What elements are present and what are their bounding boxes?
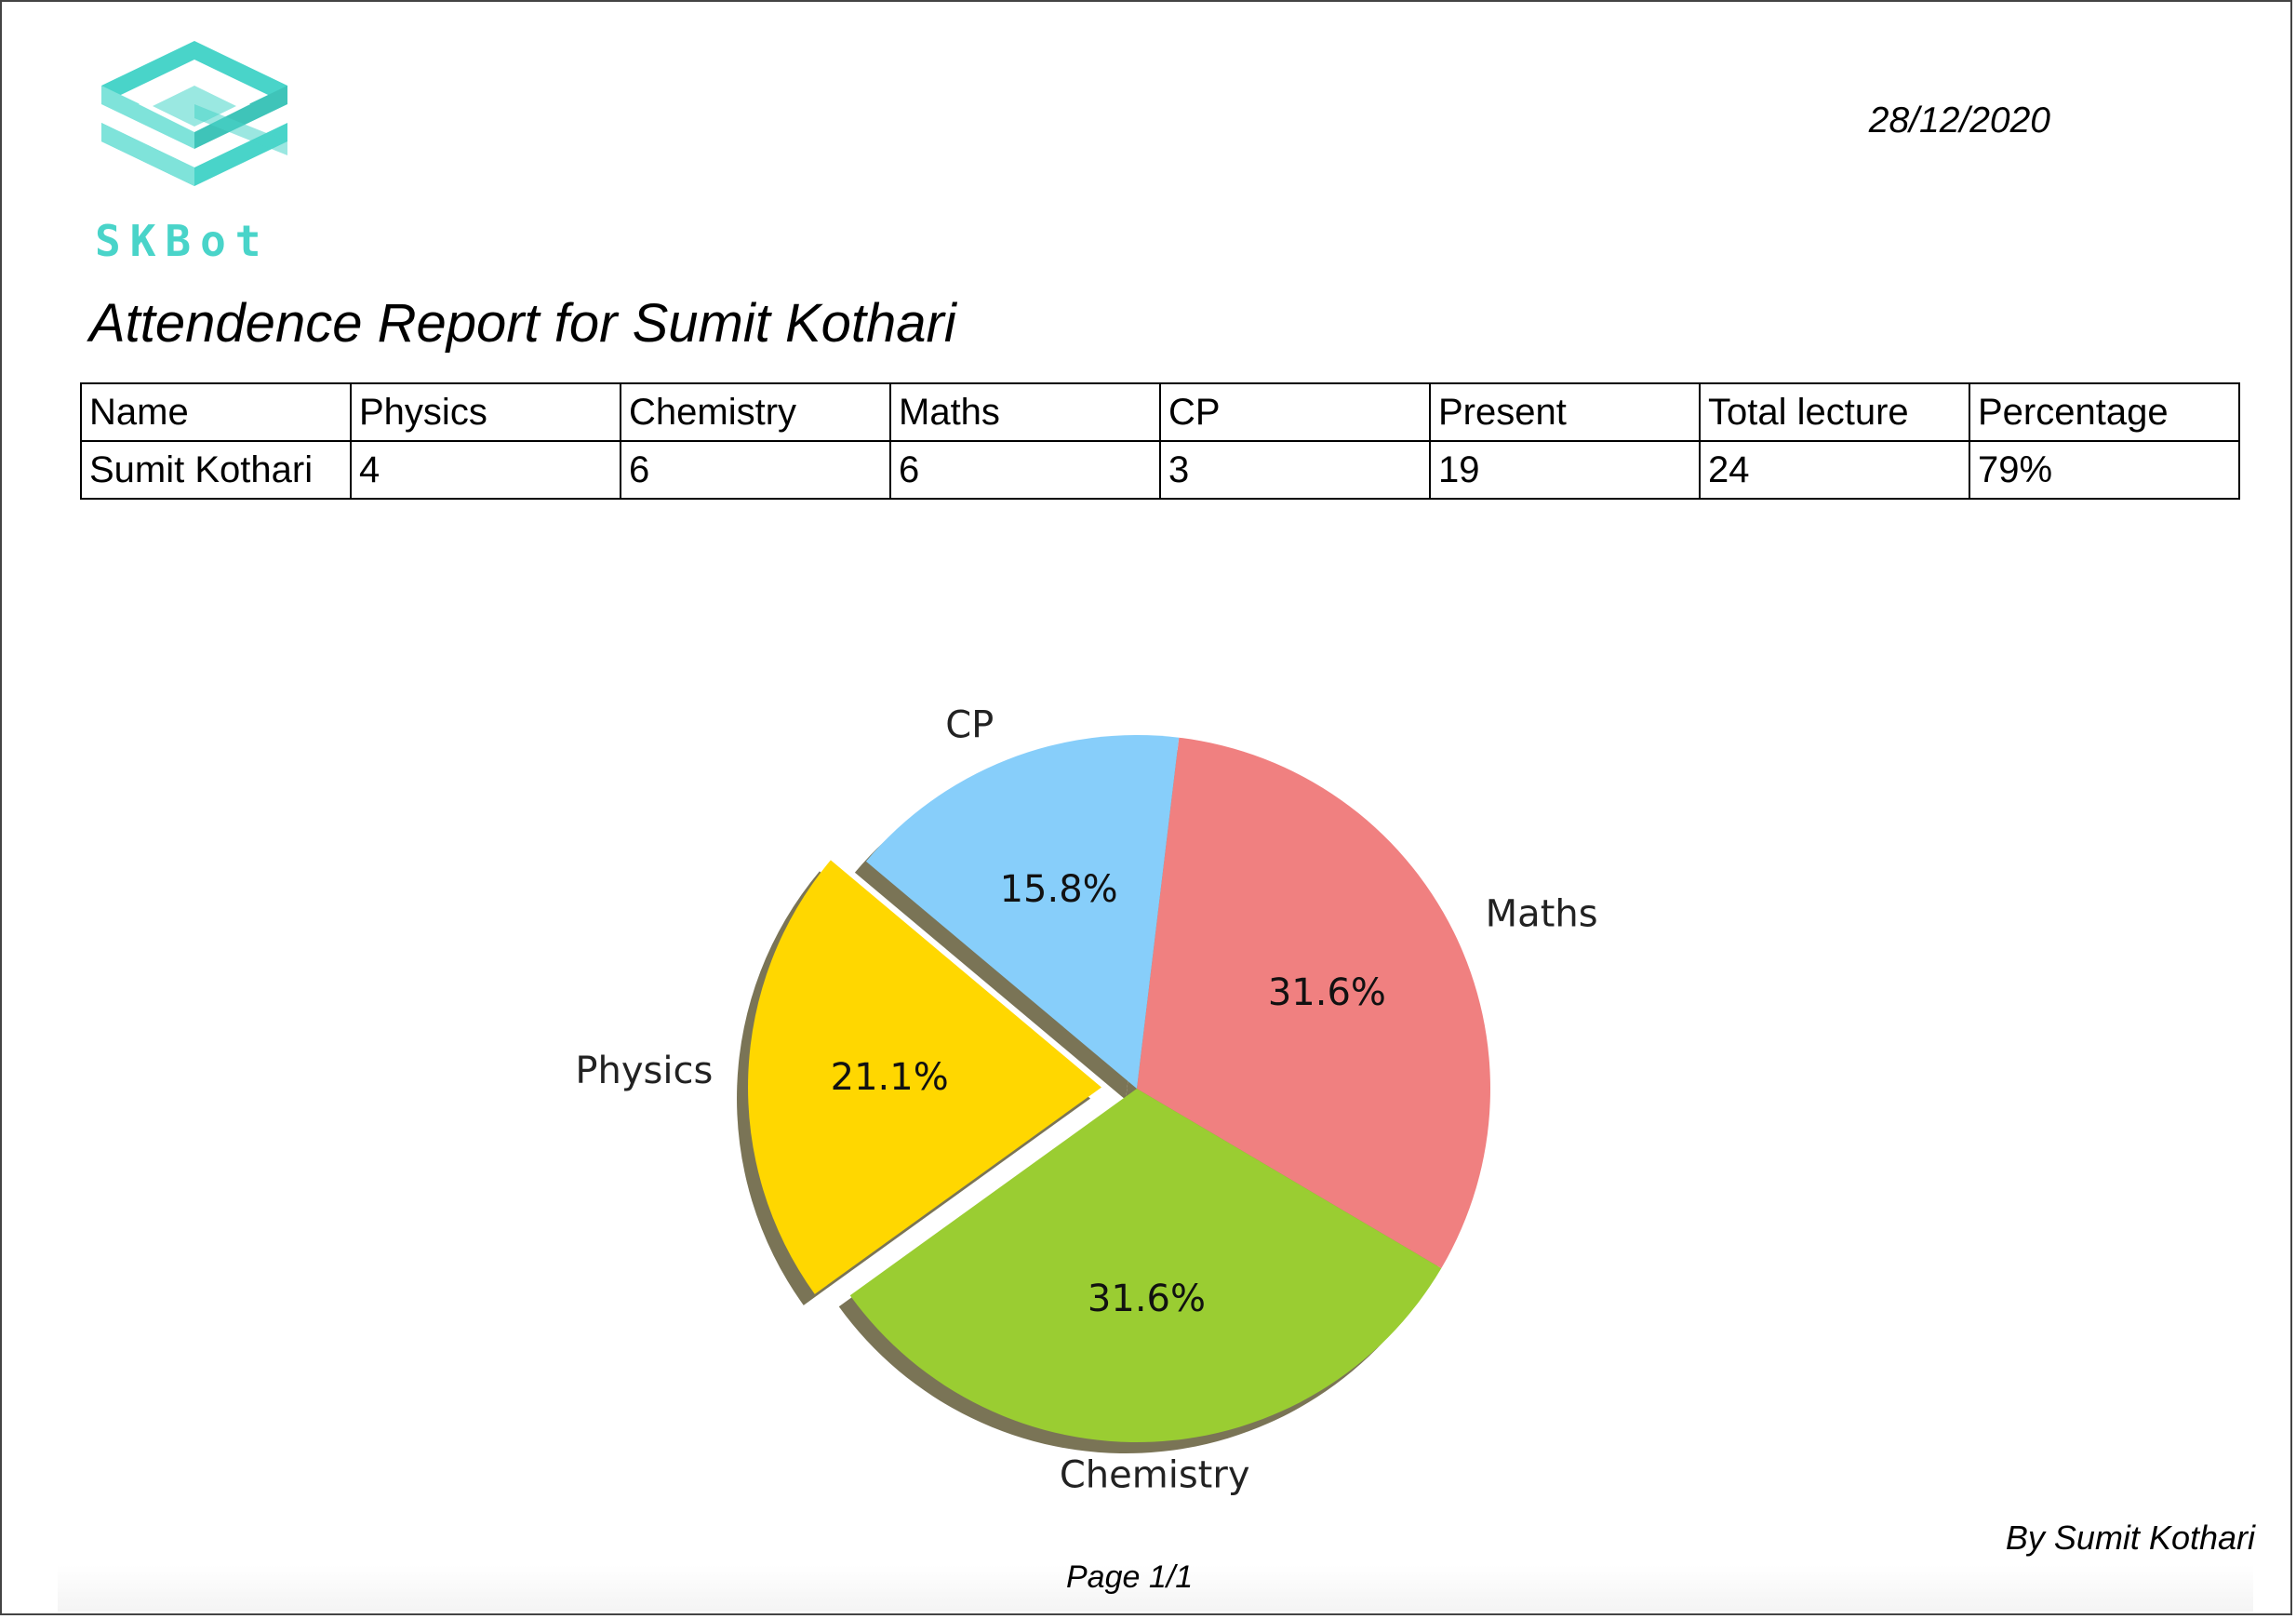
pie-percent-label-cp: 15.8%: [1000, 868, 1118, 911]
pie-chart-svg: Physics 21.1% Chemistry 31.6% Maths 31.6% CP 15…: [575, 703, 1598, 1497]
pie-percent-label-maths: 31.6%: [1268, 971, 1386, 1014]
table-header-cell: Total lecture: [1699, 382, 1970, 442]
pie-label-cp: CP: [945, 703, 994, 746]
attendance-table: Name Physics Chemistry Maths CP Present …: [80, 382, 2240, 500]
byline: By Sumit Kothari: [2005, 1519, 2255, 1557]
table-cell: 3: [1159, 440, 1431, 500]
logo-text: SKBot: [95, 216, 271, 266]
pie-slice-chemistry: [849, 1089, 1442, 1442]
table-header-cell: CP: [1159, 382, 1431, 442]
attendance-pie-chart: Physics 21.1% Chemistry 31.6% Maths 31.6% CP 15…: [523, 653, 1732, 1509]
skbot-logo-icon: [101, 41, 287, 186]
report-title: Attendence Report for Sumit Kothari: [89, 293, 956, 354]
page-number: Page 1/1: [1066, 1559, 1194, 1595]
pie-slice-maths: [1137, 737, 1490, 1269]
table-row: Sumit Kothari 4 6 6 3 19 24 79%: [80, 440, 2240, 500]
skbot-logo: SKBot: [87, 39, 301, 272]
table-cell: 79%: [1969, 440, 2240, 500]
pie-label-maths: Maths: [1486, 893, 1598, 936]
table-header-cell: Physics: [350, 382, 621, 442]
bottom-strip: [58, 1565, 2253, 1612]
pie-label-chemistry: Chemistry: [1060, 1454, 1250, 1497]
table-cell: 19: [1429, 440, 1701, 500]
table-header-cell: Chemistry: [620, 382, 891, 442]
table-cell: 6: [620, 440, 891, 500]
pie-percent-label-chemistry: 31.6%: [1088, 1278, 1206, 1320]
table-cell: 4: [350, 440, 621, 500]
table-cell: 24: [1699, 440, 1970, 500]
table-header-cell: Percentage: [1969, 382, 2240, 442]
table-header-row: Name Physics Chemistry Maths CP Present …: [80, 382, 2240, 442]
pie-slice-physics: [748, 860, 1102, 1294]
pie-slice-cp: [865, 735, 1180, 1089]
report-date: 28/12/2020: [1868, 100, 2050, 140]
pie-percent-label-physics: 21.1%: [831, 1056, 949, 1099]
table-header-cell: Maths: [889, 382, 1161, 442]
table-cell: Sumit Kothari: [80, 440, 352, 500]
table-header-cell: Present: [1429, 382, 1701, 442]
pie-label-physics: Physics: [575, 1050, 713, 1092]
table-header-cell: Name: [80, 382, 352, 442]
table-cell: 6: [889, 440, 1161, 500]
